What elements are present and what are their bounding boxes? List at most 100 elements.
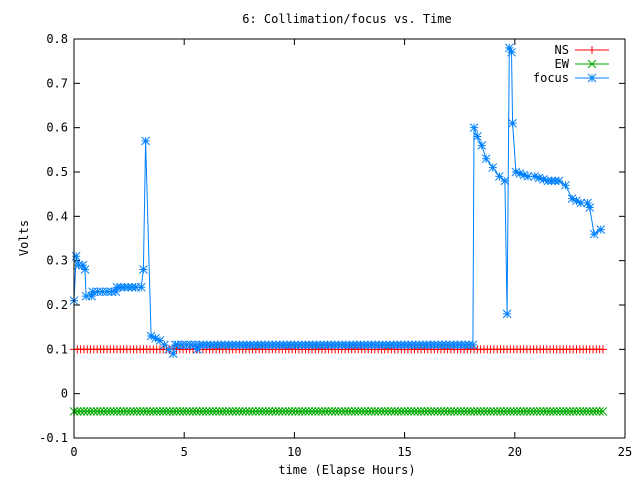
data-point xyxy=(231,407,241,416)
data-point xyxy=(96,407,105,416)
data-point xyxy=(221,407,231,416)
data-point xyxy=(310,407,320,416)
axis-ticks: 0 5 10 15 20 25-0.100.10.20.30.40.50.60.70.8 xyxy=(39,32,632,459)
data-point xyxy=(466,407,476,416)
data-point xyxy=(125,407,135,416)
data-point xyxy=(588,407,598,416)
data-point xyxy=(390,407,400,416)
data-point xyxy=(102,407,112,416)
data-point xyxy=(86,407,95,416)
data-point xyxy=(152,407,162,416)
data-point xyxy=(496,407,505,416)
y-tick-label: 0.3 xyxy=(46,254,68,268)
data-point xyxy=(164,344,174,354)
data-point xyxy=(488,163,498,172)
data-point xyxy=(129,407,138,416)
data-point xyxy=(479,407,489,416)
y-tick-label: 0.5 xyxy=(46,165,68,179)
data-point xyxy=(307,407,317,416)
data-point xyxy=(244,407,254,416)
data-point xyxy=(500,176,510,186)
data-point xyxy=(567,194,577,203)
data-point xyxy=(489,407,499,416)
data-point xyxy=(228,407,238,416)
data-point xyxy=(363,407,373,416)
data-point xyxy=(508,118,517,128)
data-point xyxy=(347,407,357,416)
data-point xyxy=(81,291,91,301)
data-point xyxy=(111,287,121,297)
data-point xyxy=(515,169,525,178)
data-point xyxy=(476,407,485,416)
data-point xyxy=(211,407,221,416)
data-point xyxy=(512,407,522,416)
data-point xyxy=(141,136,150,146)
y-tick-label: 0.8 xyxy=(46,32,68,46)
data-point xyxy=(92,407,102,416)
legend-label-focus: focus xyxy=(533,71,569,85)
data-point xyxy=(499,407,509,416)
data-point xyxy=(201,407,211,416)
data-point xyxy=(109,407,119,416)
data-point xyxy=(334,407,343,416)
data-point xyxy=(576,198,586,208)
data-point xyxy=(403,407,413,416)
data-point xyxy=(107,287,116,297)
data-point xyxy=(530,172,539,181)
data-point xyxy=(562,407,571,416)
data-point xyxy=(433,407,443,416)
data-point xyxy=(591,407,601,416)
data-point xyxy=(367,407,376,416)
data-point xyxy=(284,407,294,416)
data-point xyxy=(297,407,307,416)
data-point xyxy=(449,407,459,416)
data-point xyxy=(507,47,516,57)
data-point xyxy=(595,407,605,416)
data-point xyxy=(238,407,247,416)
data-point xyxy=(132,407,142,416)
y-tick-label: 0.2 xyxy=(46,298,68,312)
data-point xyxy=(162,407,171,416)
data-point xyxy=(175,407,185,416)
data-point xyxy=(572,407,581,416)
data-point xyxy=(139,265,148,274)
data-point xyxy=(225,407,234,416)
data-point xyxy=(357,407,366,416)
data-point xyxy=(416,407,426,416)
data-point xyxy=(172,407,181,416)
data-point xyxy=(340,407,350,416)
data-point xyxy=(287,407,297,416)
data-point xyxy=(360,407,370,416)
data-point xyxy=(158,407,168,416)
series-line xyxy=(73,47,602,355)
data-point xyxy=(534,173,544,183)
data-point xyxy=(469,123,479,133)
data-point xyxy=(486,407,495,416)
data-point xyxy=(97,287,107,297)
data-point xyxy=(344,407,353,416)
y-tick-label: 0.1 xyxy=(46,342,68,356)
data-point xyxy=(205,407,214,416)
data-point xyxy=(463,407,472,416)
data-point xyxy=(155,407,165,416)
data-point xyxy=(502,407,512,416)
data-point xyxy=(317,407,327,416)
data-point xyxy=(131,282,141,292)
data-point xyxy=(271,407,281,416)
data-point xyxy=(324,407,333,416)
data-point xyxy=(185,407,195,416)
data-point xyxy=(274,407,284,416)
x-axis-label: time (Elapse Hours) xyxy=(278,463,415,477)
data-point xyxy=(420,407,429,416)
data-point xyxy=(327,407,337,416)
data-point xyxy=(575,407,585,416)
data-point xyxy=(234,407,244,416)
data-point xyxy=(539,407,548,416)
data-point xyxy=(177,340,187,350)
data-point xyxy=(190,340,200,350)
data-point xyxy=(477,141,487,150)
data-point xyxy=(400,407,409,416)
data-point xyxy=(115,407,125,416)
data-point xyxy=(387,407,396,416)
